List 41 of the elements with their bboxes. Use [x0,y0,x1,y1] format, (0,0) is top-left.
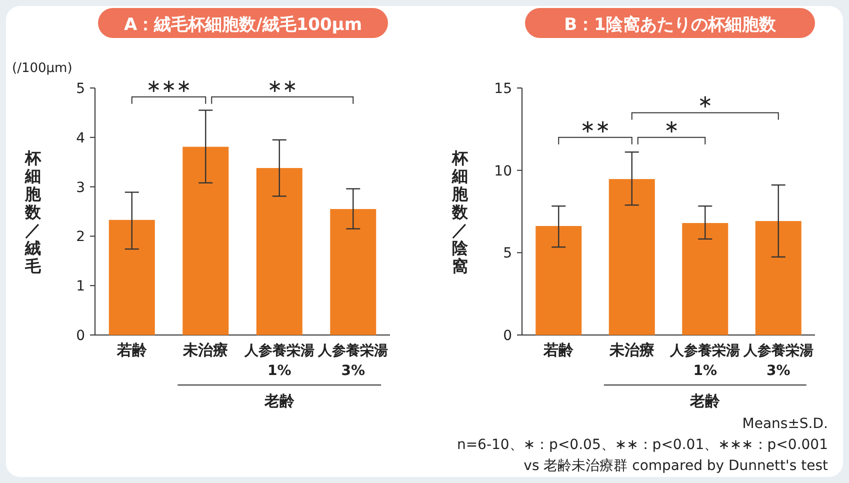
y-axis-title: 杯細胞数／絨毛 [24,148,42,276]
y-tick-label: 5 [503,246,512,262]
x-tick-label: 人参養栄湯 3% [742,342,814,379]
x-tick-label: 若齢 [116,341,148,359]
bar [536,226,582,335]
annotation: ∗ [664,116,680,138]
x-tick-label: 若齢 [542,341,575,359]
y-tick-label: 4 [76,130,86,146]
y-tick-label: 10 [494,163,512,180]
annotation: ∗∗∗ [146,76,192,97]
bar [330,209,376,335]
bar [256,168,302,335]
y-tick-label: 15 [494,81,512,97]
text: vs 老齢未治療群 compared by Dunnett's test [524,458,829,474]
text: 老齢 [689,392,722,410]
text: 老齢 [263,392,296,410]
x-tick-label: 未治療 [608,341,654,359]
bar [755,221,802,335]
y-tick-label: 0 [76,328,85,344]
annotation: ∗∗ [580,116,610,138]
y-tick-label: 0 [503,328,512,344]
bar [182,146,229,335]
text: n=6-10、∗：p<0.05、∗∗：p<0.01、∗∗∗：p<0.001 [456,437,828,453]
text: (/100μm) [12,61,72,76]
annotation: ∗∗ [267,76,298,97]
chart-title: A：絨毛杯細胞数/絨毛100μm [124,15,362,35]
annotation: ∗ [698,92,713,113]
x-tick-label: 未治療 [182,341,228,359]
chart-title: B：1陰窩あたりの杯細胞数 [564,15,777,35]
x-tick-label: 人参養栄湯 3% [317,342,388,379]
y-tick-label: 5 [76,81,85,97]
y-tick-label: 3 [76,180,85,196]
y-axis-title: 杯細胞数／陰窩 [451,148,469,276]
x-tick-label: 人参養栄湯 1% [669,342,740,379]
bar [108,220,155,335]
y-tick-label: 1 [76,278,85,295]
bar [608,179,655,335]
y-tick-label: 2 [76,229,85,246]
x-tick-label: 人参養栄湯 1% [243,342,314,379]
bar [682,223,728,335]
text: Means±S.D. [742,416,828,432]
